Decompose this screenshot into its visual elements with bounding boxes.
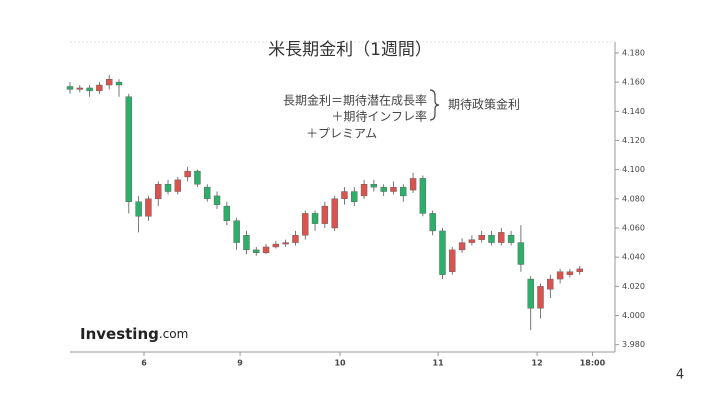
candle-body <box>507 235 515 243</box>
candle-body <box>96 84 103 92</box>
brace <box>429 89 440 121</box>
candle-body <box>360 184 368 197</box>
annotation: 長期金利＝期待潜在成長率 <box>283 93 427 108</box>
y-tick-label: 4.000 <box>622 311 645 320</box>
candle-body <box>174 179 182 192</box>
candle-body <box>155 184 162 200</box>
candle-body <box>370 184 378 188</box>
annotation: ＋期待インフレ率 <box>331 109 427 124</box>
candle-body <box>311 213 319 224</box>
logo: Investing.com <box>80 325 188 343</box>
x-tick-label: 10 <box>334 359 346 368</box>
y-tick-label: 4.040 <box>622 253 645 262</box>
candle-body <box>321 205 329 224</box>
annotation: 期待政策金利 <box>448 97 520 112</box>
x-tick-label: 9 <box>237 359 243 368</box>
candle-body <box>341 191 348 200</box>
y-tick-label: 4.080 <box>622 194 645 203</box>
y-tick-label: 4.140 <box>622 107 645 116</box>
candle-body <box>223 205 231 221</box>
candle-body <box>439 230 446 275</box>
candle-body <box>106 78 113 86</box>
logo-brand: Investing <box>80 325 159 343</box>
x-tick-label: 18:00 <box>580 359 606 368</box>
candle-body <box>66 86 74 90</box>
candle-body <box>488 235 495 243</box>
candle-body <box>331 198 338 229</box>
chart-title: 米長期金利（1週間） <box>268 40 432 60</box>
candle-body <box>233 220 240 243</box>
candle-body <box>419 178 427 214</box>
y-tick-label: 4.100 <box>622 165 645 174</box>
candle-body <box>262 246 270 254</box>
y-tick-label: 3.980 <box>622 340 645 349</box>
candle-body <box>537 286 544 309</box>
candle-body <box>302 213 309 236</box>
candle-body <box>449 249 456 272</box>
candle-body <box>115 81 123 86</box>
candle-body <box>566 271 574 275</box>
candle-body <box>164 184 172 192</box>
x-tick-label: 6 <box>141 359 147 368</box>
candle-body <box>282 242 289 245</box>
candle-body <box>184 170 191 178</box>
candle-body <box>390 186 397 192</box>
candle-body <box>478 235 485 240</box>
candle-body <box>253 249 260 254</box>
candle-body <box>145 198 152 217</box>
y-tick-label: 4.020 <box>622 282 645 291</box>
candle-body <box>517 242 525 265</box>
candle-body <box>547 278 554 290</box>
candle-body <box>243 235 250 251</box>
candle-body <box>194 170 201 185</box>
logo-suffix: .com <box>159 327 188 341</box>
annotation: ＋プレミアム <box>306 127 377 141</box>
candle-body <box>527 278 534 309</box>
candle-body <box>380 186 387 192</box>
candle-body <box>458 242 466 251</box>
candle-body <box>556 271 564 280</box>
x-tick-label: 11 <box>433 359 445 368</box>
y-tick-label: 4.160 <box>622 78 645 87</box>
y-tick-label: 4.120 <box>622 136 645 145</box>
candle-body <box>576 268 583 272</box>
candle-body <box>429 213 436 232</box>
candle-body <box>213 195 221 205</box>
candle-body <box>351 191 358 202</box>
candle-body <box>86 87 93 92</box>
candle-body <box>125 96 133 202</box>
candle-body <box>400 186 407 197</box>
page-number: 4 <box>676 368 684 383</box>
y-tick-label: 4.060 <box>622 224 645 233</box>
y-tick-label: 4.180 <box>622 48 645 57</box>
candle-body <box>272 243 280 248</box>
candle-body <box>204 186 211 200</box>
candle-body <box>468 239 476 243</box>
x-tick-label: 12 <box>532 359 543 368</box>
candle-body <box>76 87 84 90</box>
candle-body <box>409 178 417 191</box>
candle-body <box>135 201 142 217</box>
candle-body <box>292 235 299 243</box>
candle-body <box>498 232 505 243</box>
